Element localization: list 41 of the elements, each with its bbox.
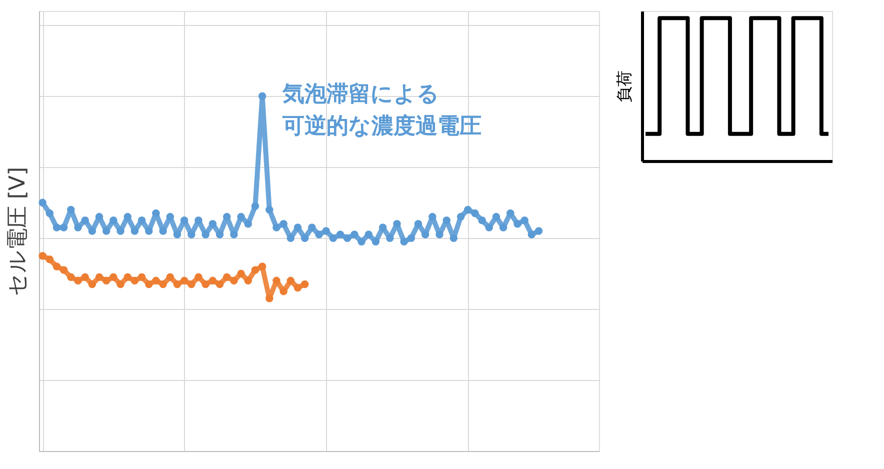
point [230, 276, 238, 285]
point [52, 262, 61, 270]
point [88, 280, 96, 288]
point [258, 262, 266, 270]
point [74, 276, 82, 285]
point [251, 266, 260, 274]
point [152, 276, 160, 285]
point [188, 280, 196, 288]
point [116, 280, 124, 288]
y-axis-title: セル電圧 [V] [6, 166, 30, 296]
point [244, 276, 252, 285]
point [300, 280, 309, 288]
point [280, 287, 288, 296]
point [208, 276, 217, 285]
point [202, 280, 210, 288]
point [173, 280, 182, 288]
point [138, 273, 146, 281]
point [294, 284, 302, 292]
annotation: 気泡滞留による可逆的な濃度過電圧 [281, 82, 482, 140]
point [180, 276, 188, 285]
point [110, 273, 118, 281]
point [67, 273, 75, 281]
point [130, 276, 139, 285]
point [81, 273, 89, 281]
point [145, 280, 153, 288]
point [166, 273, 174, 281]
point [46, 256, 54, 264]
point [272, 276, 280, 285]
point [124, 273, 132, 281]
point [102, 276, 110, 285]
point [222, 273, 231, 281]
point [266, 294, 274, 302]
point [60, 266, 68, 274]
y-axis-title: 負荷 [614, 70, 634, 102]
point [286, 276, 295, 285]
point [237, 270, 245, 278]
point [216, 280, 224, 288]
point [194, 273, 202, 281]
point [38, 252, 46, 260]
point [95, 273, 104, 281]
point [159, 280, 167, 288]
